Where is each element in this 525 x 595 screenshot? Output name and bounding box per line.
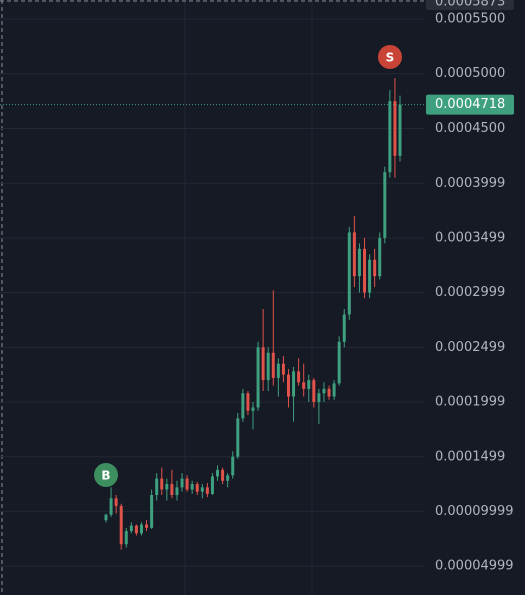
candle-body <box>398 104 402 156</box>
crosshair-label-box <box>426 0 514 10</box>
candle-body <box>246 393 250 411</box>
candle-body <box>210 476 214 494</box>
candle-body <box>155 478 159 495</box>
candle-body <box>104 514 108 521</box>
candle-body <box>139 524 143 534</box>
crosshair-label: 0.0005873 <box>435 0 505 10</box>
candle-body <box>216 469 220 477</box>
candle-body <box>226 475 230 481</box>
candle-body <box>190 484 194 490</box>
candle-body <box>195 484 199 492</box>
candle-body <box>114 498 118 506</box>
candle-body <box>251 407 255 411</box>
candle-body <box>241 393 245 419</box>
candle-body <box>134 525 138 534</box>
candle-body <box>271 352 275 378</box>
candle-body <box>109 498 113 515</box>
y-tick-label: 0.00004999 <box>435 559 514 574</box>
candle-body <box>266 352 270 381</box>
candle-body <box>347 232 351 315</box>
candle-body <box>261 347 265 381</box>
buy-marker-label: B <box>101 469 110 483</box>
candle-body <box>160 478 164 490</box>
candle-body <box>322 388 326 394</box>
y-tick-label: 0.0002999 <box>435 285 505 300</box>
buy-marker[interactable] <box>94 463 118 487</box>
y-tick-label: 0.0003999 <box>435 176 505 191</box>
y-tick-label: 0.0001999 <box>435 395 505 410</box>
candle-body <box>200 487 204 492</box>
candle-body <box>317 393 321 402</box>
y-tick-label: 0.0002499 <box>435 340 505 355</box>
candle-body <box>276 363 280 378</box>
candle-body <box>342 314 346 342</box>
candle-body <box>150 494 154 528</box>
candle-body <box>352 232 356 277</box>
candle-body <box>256 347 260 408</box>
candle-body <box>170 484 174 495</box>
candle-body <box>307 380 311 389</box>
candle-body <box>297 371 301 383</box>
candle-body <box>231 456 235 476</box>
candle-body <box>373 259 377 277</box>
candle-body <box>368 259 372 293</box>
plot-area <box>0 18 425 567</box>
candle-body <box>332 383 336 397</box>
candle-body <box>286 374 290 397</box>
sell-marker[interactable] <box>378 45 402 69</box>
candle-body <box>363 248 367 293</box>
candle-body <box>185 478 189 490</box>
y-tick-label: 0.0003499 <box>435 230 505 245</box>
candle-body <box>383 172 387 238</box>
candle-body <box>337 341 341 384</box>
candle-body <box>129 525 133 532</box>
candle-body <box>292 371 296 397</box>
current-price-box <box>426 94 514 115</box>
candle-body <box>327 388 331 397</box>
y-tick-label: 0.0005500 <box>435 12 505 27</box>
candle-body <box>145 524 149 528</box>
candle-body <box>236 418 240 457</box>
candle-body <box>180 478 184 488</box>
candle-body <box>119 505 123 545</box>
sell-marker-label: S <box>386 51 395 65</box>
current-price-label: 0.0004718 <box>435 97 505 112</box>
y-tick-label: 0.00009999 <box>435 504 514 519</box>
candle-body <box>221 469 225 481</box>
candle-body <box>281 363 285 375</box>
candle-body <box>165 484 169 490</box>
candle-body <box>393 101 397 156</box>
y-tick-label: 0.0005000 <box>435 66 505 81</box>
y-tick-label: 0.0004500 <box>435 121 505 136</box>
candle-body <box>357 248 361 277</box>
candle-body <box>175 487 179 495</box>
candle-body <box>302 382 306 389</box>
candle-body <box>205 487 209 494</box>
candle-body <box>388 101 392 173</box>
y-tick-label: 0.0001499 <box>435 449 505 464</box>
candle-body <box>124 531 128 545</box>
candle-body <box>312 380 316 402</box>
candle-body <box>378 237 382 277</box>
